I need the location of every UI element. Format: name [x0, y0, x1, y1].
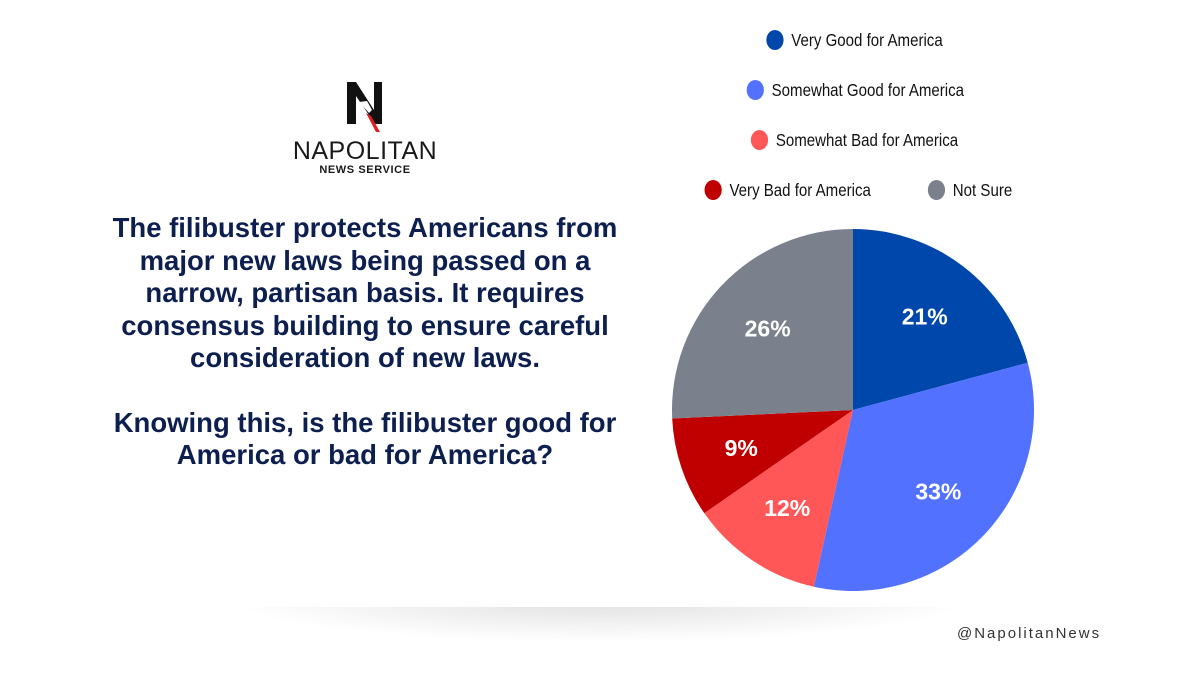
n-eagle-logo-icon — [347, 82, 382, 132]
pie-slice-very-good-for-america — [853, 229, 1028, 410]
legend-item: Very Bad for America — [704, 179, 872, 201]
logo-sub-text: NEWS SERVICE — [319, 164, 411, 176]
pie-slice-somewhat-bad-for-america — [704, 410, 853, 587]
pie-data-label: 9% — [725, 435, 758, 461]
pie-slice-very-bad-for-america — [672, 410, 853, 514]
question-prompt: Knowing this, is the filibuster good for… — [113, 406, 617, 471]
legend-item: Very Good for America — [766, 29, 944, 51]
pie-slice-somewhat-good-for-america — [813, 362, 1035, 592]
infographic-card: NAPOLITAN NEWS SERVICE The filibuster pr… — [95, 28, 1050, 472]
legend-swatch-icon — [766, 30, 785, 50]
card-shadow — [230, 600, 970, 660]
legend-label: Very Good for America — [791, 29, 944, 50]
legend-swatch-icon — [927, 180, 945, 200]
pie-data-label: 33% — [915, 478, 961, 504]
pie-data-label: 26% — [745, 316, 791, 342]
legend-item: Somewhat Good for America — [746, 79, 964, 101]
pie-data-label: 21% — [902, 303, 948, 329]
poll-question: The filibuster protects Americans from m… — [95, 212, 635, 472]
legend-item: Not Sure — [927, 179, 1012, 201]
legend-swatch-icon — [704, 180, 723, 200]
napolitan-logo: NAPOLITAN NEWS SERVICE — [285, 80, 445, 180]
pie-data-label: 12% — [764, 495, 810, 521]
legend-swatch-icon — [751, 130, 769, 150]
legend-item: Somewhat Bad for America — [751, 129, 959, 151]
logo-brand-text: NAPOLITAN — [292, 137, 438, 165]
chart-legend: Very Good for America Somewhat Good for … — [660, 28, 1050, 228]
question-statement: The filibuster protects Americans from m… — [112, 212, 618, 373]
legend-label: Not Sure — [952, 179, 1012, 200]
pie-slice-not-sure — [672, 229, 853, 419]
social-handle: @NapolitanNews — [957, 625, 1102, 642]
legend-swatch-icon — [746, 80, 764, 100]
legend-label: Somewhat Good for America — [771, 79, 964, 100]
legend-label: Somewhat Bad for America — [776, 129, 959, 150]
legend-label: Very Bad for America — [729, 179, 872, 200]
